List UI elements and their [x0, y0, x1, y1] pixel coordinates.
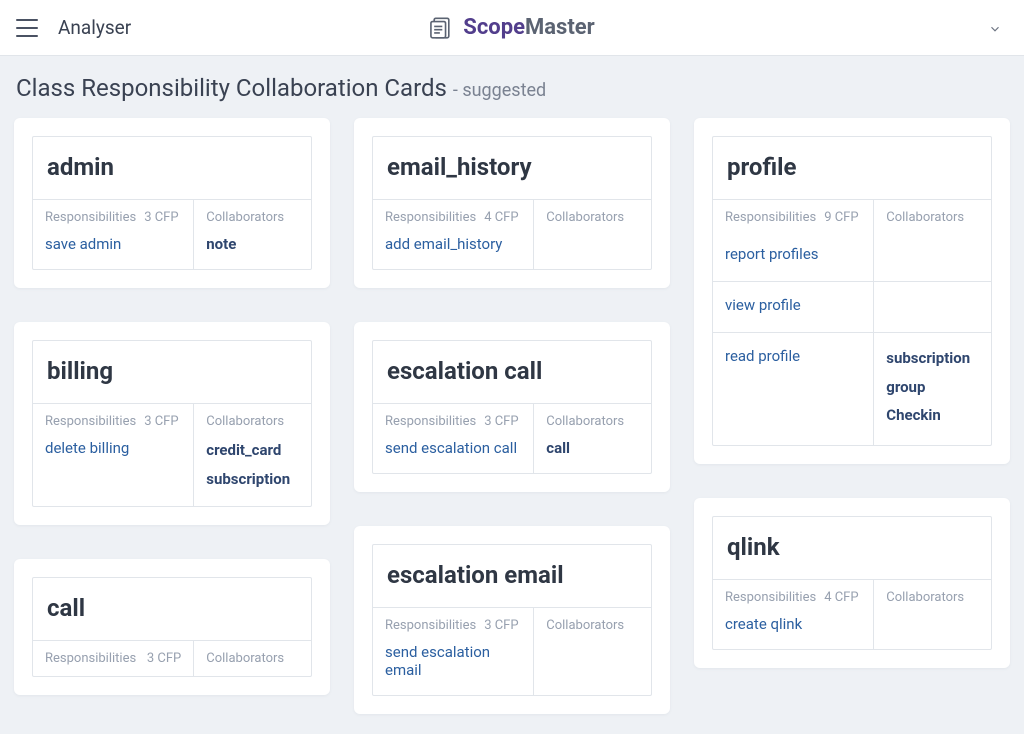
- crc-card-email-history: email_history Responsibilities 4 CFP add…: [354, 118, 670, 288]
- collaborator-link[interactable]: subscription: [206, 464, 299, 493]
- responsibilities-label: Responsibilities: [385, 210, 476, 225]
- crc-row: read profile subscription group Checkin: [713, 332, 991, 445]
- topbar: Analyser ScopeMaster: [0, 0, 1024, 56]
- crc-title: email_history: [373, 137, 651, 200]
- crc-card-escalation-call: escalation call Responsibilities 3 CFP s…: [354, 322, 670, 492]
- cfp-value: 3 CFP: [147, 651, 181, 666]
- board-col-3: profile Responsibilities 9 CFP Collabora…: [694, 118, 1010, 668]
- responsibilities-label: Responsibilities: [725, 210, 816, 225]
- logo[interactable]: ScopeMaster: [429, 15, 594, 41]
- crc-card-call: call Responsibilities 3 CFP Collaborator…: [14, 559, 330, 695]
- menu-icon[interactable]: [16, 19, 38, 37]
- responsibilities-label: Responsibilities: [45, 651, 136, 666]
- collaborator-link[interactable]: subscription: [886, 343, 979, 372]
- responsibilities-label: Responsibilities: [45, 210, 136, 225]
- crc-row: report profiles: [713, 231, 991, 281]
- crc-board: admin Responsibilities 3 CFP save admin …: [0, 118, 1024, 734]
- cfp-value: 4 CFP: [484, 210, 518, 225]
- crc-title: admin: [33, 137, 311, 200]
- responsibilities-label: Responsibilities: [45, 414, 136, 429]
- collaborators-label: Collaborators: [546, 618, 624, 633]
- collaborators-label: Collaborators: [886, 590, 964, 605]
- crc-card-billing: billing Responsibilities 3 CFP delete bi…: [14, 322, 330, 525]
- board-col-1: admin Responsibilities 3 CFP save admin …: [14, 118, 330, 695]
- chevron-down-icon[interactable]: [988, 21, 1002, 35]
- responsibilities-label: Responsibilities: [725, 590, 816, 605]
- collaborator-link[interactable]: Checkin: [886, 400, 979, 429]
- crc-card-admin: admin Responsibilities 3 CFP save admin …: [14, 118, 330, 288]
- collaborator-link[interactable]: note: [206, 231, 299, 255]
- logo-icon: [429, 15, 455, 41]
- crc-card-profile: profile Responsibilities 9 CFP Collabora…: [694, 118, 1010, 464]
- page-title-suffix: - suggested: [453, 80, 546, 101]
- collaborators-label: Collaborators: [546, 210, 624, 225]
- collaborator-link[interactable]: call: [546, 435, 639, 459]
- collaborator-link[interactable]: credit_card: [206, 435, 299, 464]
- responsibility-link[interactable]: view profile: [725, 292, 861, 316]
- responsibility-link[interactable]: add email_history: [385, 231, 521, 255]
- logo-text-scope: Scope: [463, 15, 525, 40]
- page-title: Class Responsibility Collaboration Cards…: [0, 56, 1024, 118]
- collaborators-label: Collaborators: [206, 651, 284, 666]
- app-title: Analyser: [58, 16, 131, 39]
- collaborators-label: Collaborators: [886, 210, 964, 225]
- board-col-2: email_history Responsibilities 4 CFP add…: [354, 118, 670, 714]
- crc-title: qlink: [713, 517, 991, 580]
- crc-card-qlink: qlink Responsibilities 4 CFP create qlin…: [694, 498, 1010, 668]
- responsibility-link[interactable]: delete billing: [45, 435, 181, 459]
- collaborators-label: Collaborators: [206, 414, 284, 429]
- cfp-value: 4 CFP: [824, 590, 858, 605]
- collaborator-link[interactable]: group: [886, 372, 979, 401]
- crc-title: escalation email: [373, 545, 651, 608]
- cfp-value: 3 CFP: [144, 210, 178, 225]
- cfp-value: 3 CFP: [484, 414, 518, 429]
- crc-title: profile: [713, 137, 991, 200]
- cfp-value: 3 CFP: [484, 618, 518, 633]
- collaborators-label: Collaborators: [546, 414, 624, 429]
- responsibility-link[interactable]: save admin: [45, 231, 181, 255]
- responsibility-link[interactable]: create qlink: [725, 611, 861, 635]
- responsibilities-label: Responsibilities: [385, 618, 476, 633]
- responsibilities-label: Responsibilities: [385, 414, 476, 429]
- cfp-value: 3 CFP: [144, 414, 178, 429]
- collaborators-label: Collaborators: [206, 210, 284, 225]
- crc-title: escalation call: [373, 341, 651, 404]
- responsibility-link[interactable]: report profiles: [725, 241, 861, 265]
- logo-text-master: Master: [525, 15, 595, 40]
- responsibility-link[interactable]: read profile: [725, 343, 861, 367]
- crc-row: view profile: [713, 281, 991, 332]
- responsibility-link[interactable]: send escalation email: [385, 639, 521, 681]
- crc-title: call: [33, 578, 311, 641]
- page-title-main: Class Responsibility Collaboration Cards: [16, 74, 447, 102]
- cfp-value: 9 CFP: [824, 210, 858, 225]
- crc-card-escalation-email: escalation email Responsibilities 3 CFP …: [354, 526, 670, 714]
- responsibility-link[interactable]: send escalation call: [385, 435, 521, 459]
- crc-title: billing: [33, 341, 311, 404]
